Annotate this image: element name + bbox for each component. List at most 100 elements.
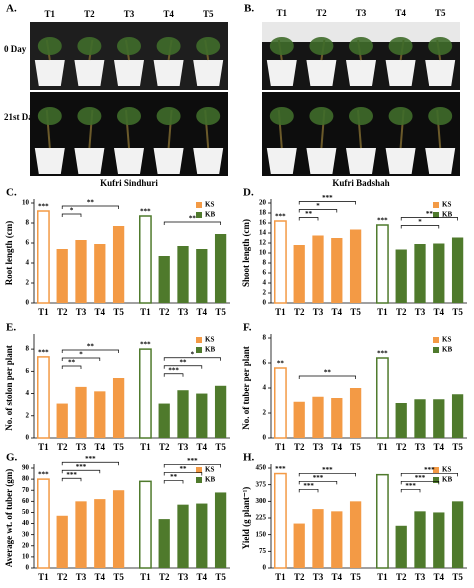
x-tick-label: T1 (275, 442, 286, 452)
bar (312, 235, 324, 303)
panel-label: A. (6, 3, 17, 15)
y-tick-label: 8 (263, 259, 267, 267)
foliage (77, 37, 102, 55)
bar (94, 391, 106, 438)
bar (214, 234, 227, 303)
bracket (163, 357, 221, 361)
bar (376, 357, 389, 439)
y-tick-label: 225 (256, 514, 267, 522)
bar (451, 501, 464, 568)
x-tick-label: T1 (377, 442, 388, 452)
x-tick-label: T4 (332, 572, 343, 582)
panel-label: C. (6, 187, 17, 199)
pot (153, 148, 184, 174)
x-tick-label: T3 (415, 572, 426, 582)
bar (395, 403, 407, 438)
legend-label: KB (442, 346, 452, 354)
bracket (163, 373, 184, 377)
bar (349, 229, 362, 303)
legend-swatch (433, 212, 439, 218)
y-tick-label: 2 (263, 289, 267, 297)
bar (177, 390, 189, 438)
bar (331, 398, 343, 438)
x-tick-label: T4 (434, 307, 445, 317)
significance: *** (322, 194, 333, 202)
y-tick-label: 30 (22, 530, 30, 538)
legend-swatch (433, 477, 439, 483)
pot (34, 60, 65, 86)
y-axis-label: Root length (cm) (4, 221, 14, 286)
bracket (400, 480, 440, 485)
significance: ** (87, 343, 95, 351)
bar (433, 512, 445, 568)
x-tick-label: T2 (396, 442, 407, 452)
bar (312, 509, 324, 568)
x-tick-label: T5 (350, 307, 361, 317)
legend-label: KB (442, 211, 452, 219)
significance: * (316, 202, 320, 210)
y-tick-label: 2 (26, 411, 30, 419)
bar (75, 501, 87, 568)
x-tick-label: T3 (415, 307, 426, 317)
y-tick-label: 80 (22, 475, 30, 483)
bar (349, 388, 362, 438)
x-tick-label: T5 (113, 307, 124, 317)
x-tick-label: T3 (313, 572, 324, 582)
pot (114, 148, 144, 174)
bracket (61, 461, 119, 466)
bar (37, 210, 50, 304)
significance: *** (38, 471, 49, 479)
significance: *** (322, 466, 333, 474)
bar (293, 245, 305, 303)
x-tick-label: T4 (95, 572, 106, 582)
pot-label: T2 (316, 8, 327, 18)
bar (395, 249, 407, 303)
legend-label: KB (205, 211, 215, 219)
significance: *** (415, 474, 426, 482)
pot (74, 60, 105, 86)
pot (425, 148, 456, 174)
bar (56, 515, 68, 568)
x-tick-label: T3 (178, 307, 189, 317)
panel-label: H. (243, 452, 255, 464)
x-tick-label: T2 (294, 572, 305, 582)
y-tick-label: 6 (26, 367, 30, 375)
bracket (298, 480, 338, 485)
significance: *** (313, 474, 324, 482)
x-tick-label: T4 (197, 442, 208, 452)
legend-swatch (433, 202, 439, 208)
x-tick-label: T3 (76, 572, 87, 582)
x-tick-label: T3 (178, 442, 189, 452)
pot-label: T5 (435, 8, 446, 18)
x-tick-label: T2 (159, 442, 170, 452)
bracket (298, 472, 356, 477)
legend-label: KS (205, 201, 214, 209)
x-tick-label: T4 (197, 307, 208, 317)
pot-label: T1 (277, 8, 288, 18)
bar (139, 480, 152, 569)
foliage (156, 107, 181, 125)
significance: ** (180, 465, 188, 473)
y-tick-label: 16 (259, 219, 267, 227)
bar (75, 240, 87, 303)
y-tick-label: 6 (26, 239, 30, 247)
bar (376, 224, 389, 304)
x-tick-label: T3 (76, 307, 87, 317)
pot (385, 148, 416, 174)
bracket (400, 225, 440, 229)
foliage (117, 37, 141, 55)
legend-label: KB (205, 346, 215, 354)
bar (177, 246, 189, 303)
bar (94, 499, 106, 568)
foliage (388, 37, 413, 55)
bracket (163, 365, 203, 369)
row-label: 0 Day (4, 44, 27, 54)
bar (158, 403, 170, 438)
bracket (400, 472, 458, 477)
foliage (309, 107, 334, 125)
x-tick-label: T1 (140, 307, 151, 317)
foliage (156, 37, 181, 55)
x-tick-label: T3 (178, 572, 189, 582)
bar (158, 256, 170, 303)
